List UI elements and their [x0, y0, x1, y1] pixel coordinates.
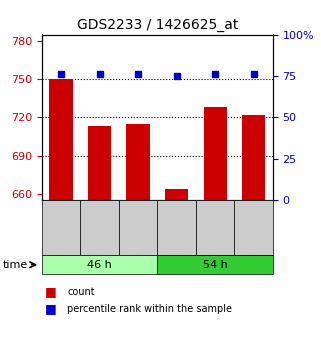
Bar — [49, 79, 73, 200]
Bar — [242, 115, 265, 200]
Bar — [126, 124, 150, 200]
Text: ■: ■ — [45, 285, 57, 298]
Bar — [204, 107, 227, 200]
Bar — [88, 126, 111, 200]
Text: ■: ■ — [45, 302, 57, 315]
Text: percentile rank within the sample: percentile rank within the sample — [67, 304, 232, 314]
Text: count: count — [67, 287, 95, 296]
Text: time: time — [3, 260, 29, 270]
Title: GDS2233 / 1426625_at: GDS2233 / 1426625_at — [77, 18, 238, 32]
Text: 46 h: 46 h — [87, 260, 112, 270]
Text: 54 h: 54 h — [203, 260, 228, 270]
Bar — [165, 189, 188, 200]
